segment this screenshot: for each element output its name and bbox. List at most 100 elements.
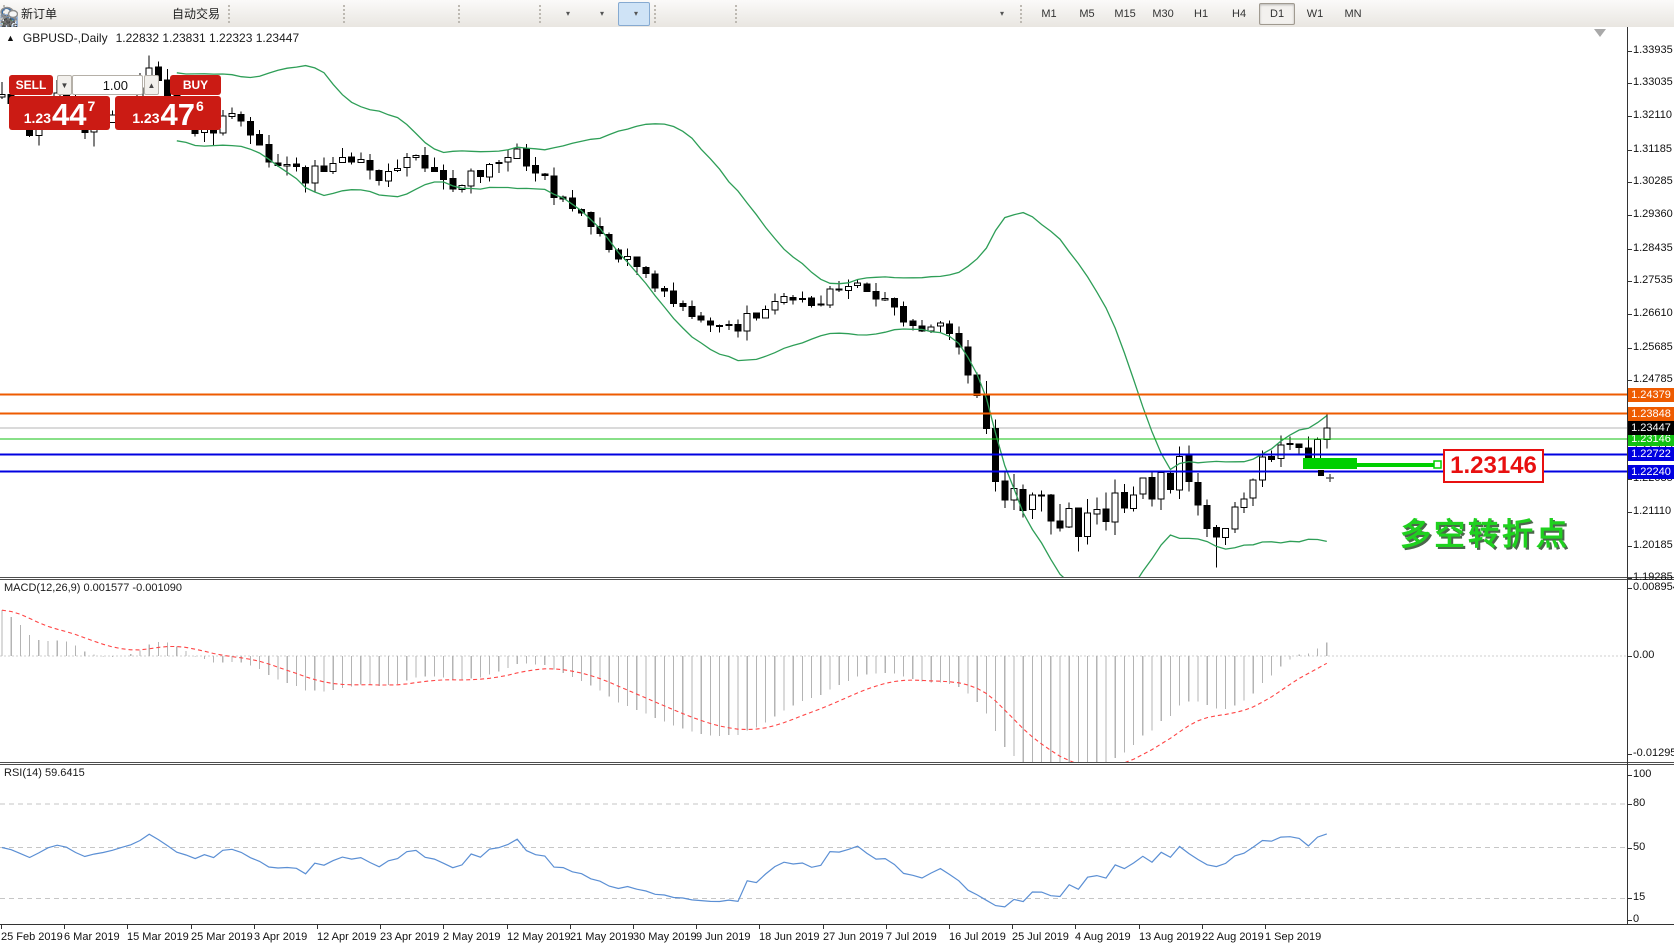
axis-tick xyxy=(1627,479,1632,480)
label-button[interactable]: T xyxy=(0,2,982,29)
date-label: 12 May 2019 xyxy=(507,931,571,943)
svg-text:T: T xyxy=(5,17,12,29)
trendline-button[interactable] xyxy=(1,2,846,29)
date-label: 25 Feb 2019 xyxy=(1,931,63,943)
chevron-down-icon: ▾ xyxy=(634,9,639,18)
price-tick-label: 1.26610 xyxy=(1633,307,1673,319)
date-tick xyxy=(570,925,571,929)
axis-tick xyxy=(1627,215,1632,216)
date-tick xyxy=(507,925,508,929)
price-tick-label: 1.30285 xyxy=(1633,175,1673,187)
timeframe-button-h1[interactable]: H1 xyxy=(1194,7,1209,20)
timeframe-button-mn[interactable]: MN xyxy=(1344,7,1362,20)
axis-tick xyxy=(1627,848,1632,849)
axis-tick xyxy=(1627,380,1632,381)
chat-icon[interactable] xyxy=(0,2,1665,26)
chart-shift-marker[interactable] xyxy=(1594,29,1606,37)
current-price-badge: 1.23447 xyxy=(1628,421,1674,435)
price-tick-label: 15 xyxy=(1633,891,1646,903)
quotes-button[interactable] xyxy=(1,2,95,30)
volume-increase-button[interactable]: ▲ xyxy=(144,75,159,95)
templates-button[interactable]: ▾ xyxy=(0,1,651,28)
collapse-panel-icon[interactable]: ▲ xyxy=(6,33,15,43)
buy-price-prefix: 1.23 xyxy=(132,110,160,126)
autotrade-button[interactable]: 自动交易 xyxy=(0,2,224,30)
date-tick xyxy=(443,925,444,929)
date-label: 25 Jul 2019 xyxy=(1012,931,1069,943)
timeframe-button-m30[interactable]: M30 xyxy=(1152,7,1174,20)
hline-button[interactable] xyxy=(1,2,812,26)
text-button[interactable]: A xyxy=(2,2,948,30)
price-tick-label: 1.25685 xyxy=(1633,341,1673,353)
line-chart-button[interactable] xyxy=(1,2,339,26)
date-tick xyxy=(886,925,887,929)
level-price-badge: 1.24379 xyxy=(1628,388,1674,402)
axis-tick xyxy=(1627,348,1632,349)
periods-button[interactable]: ▾ xyxy=(1,2,616,29)
buy-price[interactable]: 1.23 47 6 xyxy=(115,96,221,130)
buy-button[interactable]: BUY xyxy=(170,75,221,95)
signals-button[interactable] xyxy=(2,2,163,26)
date-label: 4 Aug 2019 xyxy=(1075,931,1131,943)
date-tick xyxy=(1139,925,1140,929)
toolbar-grip xyxy=(343,4,350,23)
macd-panel[interactable] xyxy=(0,580,1627,762)
toolbar-grip xyxy=(458,4,465,23)
level-price-badge: 1.23848 xyxy=(1628,407,1674,421)
price-tick-label: 0.008954 xyxy=(1633,581,1674,593)
date-tick xyxy=(949,925,950,929)
fibo-button[interactable]: F xyxy=(1,2,914,30)
chinese-annotation[interactable]: 多空转折点 xyxy=(1400,517,1570,552)
new-order-button[interactable]: 新订单 xyxy=(0,2,61,30)
timeframe-button-w1[interactable]: W1 xyxy=(1306,7,1324,20)
axis-tick xyxy=(1627,512,1632,513)
toolbar-grip xyxy=(228,4,235,23)
market-watch-button[interactable] xyxy=(1,2,129,28)
price-callout-label[interactable]: 1.23146 xyxy=(1443,449,1544,483)
sell-price[interactable]: 1.23 44 7 xyxy=(9,96,110,130)
candle-chart-button[interactable] xyxy=(2,2,305,29)
search-icon[interactable] xyxy=(1,2,1621,26)
axis-tick xyxy=(1627,83,1632,84)
vline-button[interactable] xyxy=(4,2,778,29)
timeframe-button-h4[interactable]: H4 xyxy=(1232,7,1247,20)
date-label: 16 Jul 2019 xyxy=(949,931,1006,943)
volume-field[interactable]: 1.00 xyxy=(72,75,143,95)
tile-windows-button[interactable] xyxy=(1,2,454,28)
timeframe-button-m1[interactable]: M1 xyxy=(1041,7,1057,20)
date-label: 22 Aug 2019 xyxy=(1202,931,1264,943)
date-label: 25 Mar 2019 xyxy=(191,931,253,943)
axis-tick xyxy=(1627,754,1632,755)
indicators-button[interactable]: ▾ xyxy=(0,2,582,30)
sell-button[interactable]: SELL xyxy=(9,75,53,95)
date-label: 7 Jul 2019 xyxy=(886,931,937,943)
timeframe-button-m5[interactable]: M5 xyxy=(1079,7,1095,20)
cursor-button[interactable] xyxy=(4,2,697,29)
panel-separator[interactable] xyxy=(0,762,1674,765)
volume-decrease-button[interactable]: ▼ xyxy=(57,75,72,95)
channel-button[interactable]: E xyxy=(1,2,880,30)
crosshair-button[interactable] xyxy=(1,2,731,29)
shapes-button[interactable]: ▾ xyxy=(2,2,1016,28)
timeframe-button-d1[interactable]: D1 xyxy=(1259,2,1296,25)
bar-chart-button[interactable] xyxy=(3,2,271,28)
date-tick xyxy=(1202,925,1203,929)
chart-shift-button[interactable] xyxy=(3,2,535,28)
buy-price-main: 47 xyxy=(160,97,195,132)
timeframe-button-m15[interactable]: M15 xyxy=(1114,7,1136,20)
panel-separator[interactable] xyxy=(0,577,1674,580)
one-click-trading-panel: SELL ▼ 1.00 ▲ BUY 1.23 44 7 1.23 47 6 xyxy=(9,48,221,130)
macd-indicator-label: MACD(12,26,9) 0.001577 -0.001090 xyxy=(4,582,182,594)
price-tick-label: 1.28435 xyxy=(1633,242,1673,254)
zoom-in-button[interactable] xyxy=(1,2,386,29)
main-chart[interactable] xyxy=(0,27,1627,577)
rsi-panel[interactable] xyxy=(0,765,1627,924)
auto-scroll-button[interactable] xyxy=(0,2,501,28)
axis-tick xyxy=(1627,804,1632,805)
price-tick-label: 1.19285 xyxy=(1633,571,1673,583)
price-tick-label: 1.33035 xyxy=(1633,76,1673,88)
date-tick xyxy=(1012,925,1013,929)
zoom-out-button[interactable] xyxy=(1,2,420,29)
date-tick xyxy=(759,925,760,929)
